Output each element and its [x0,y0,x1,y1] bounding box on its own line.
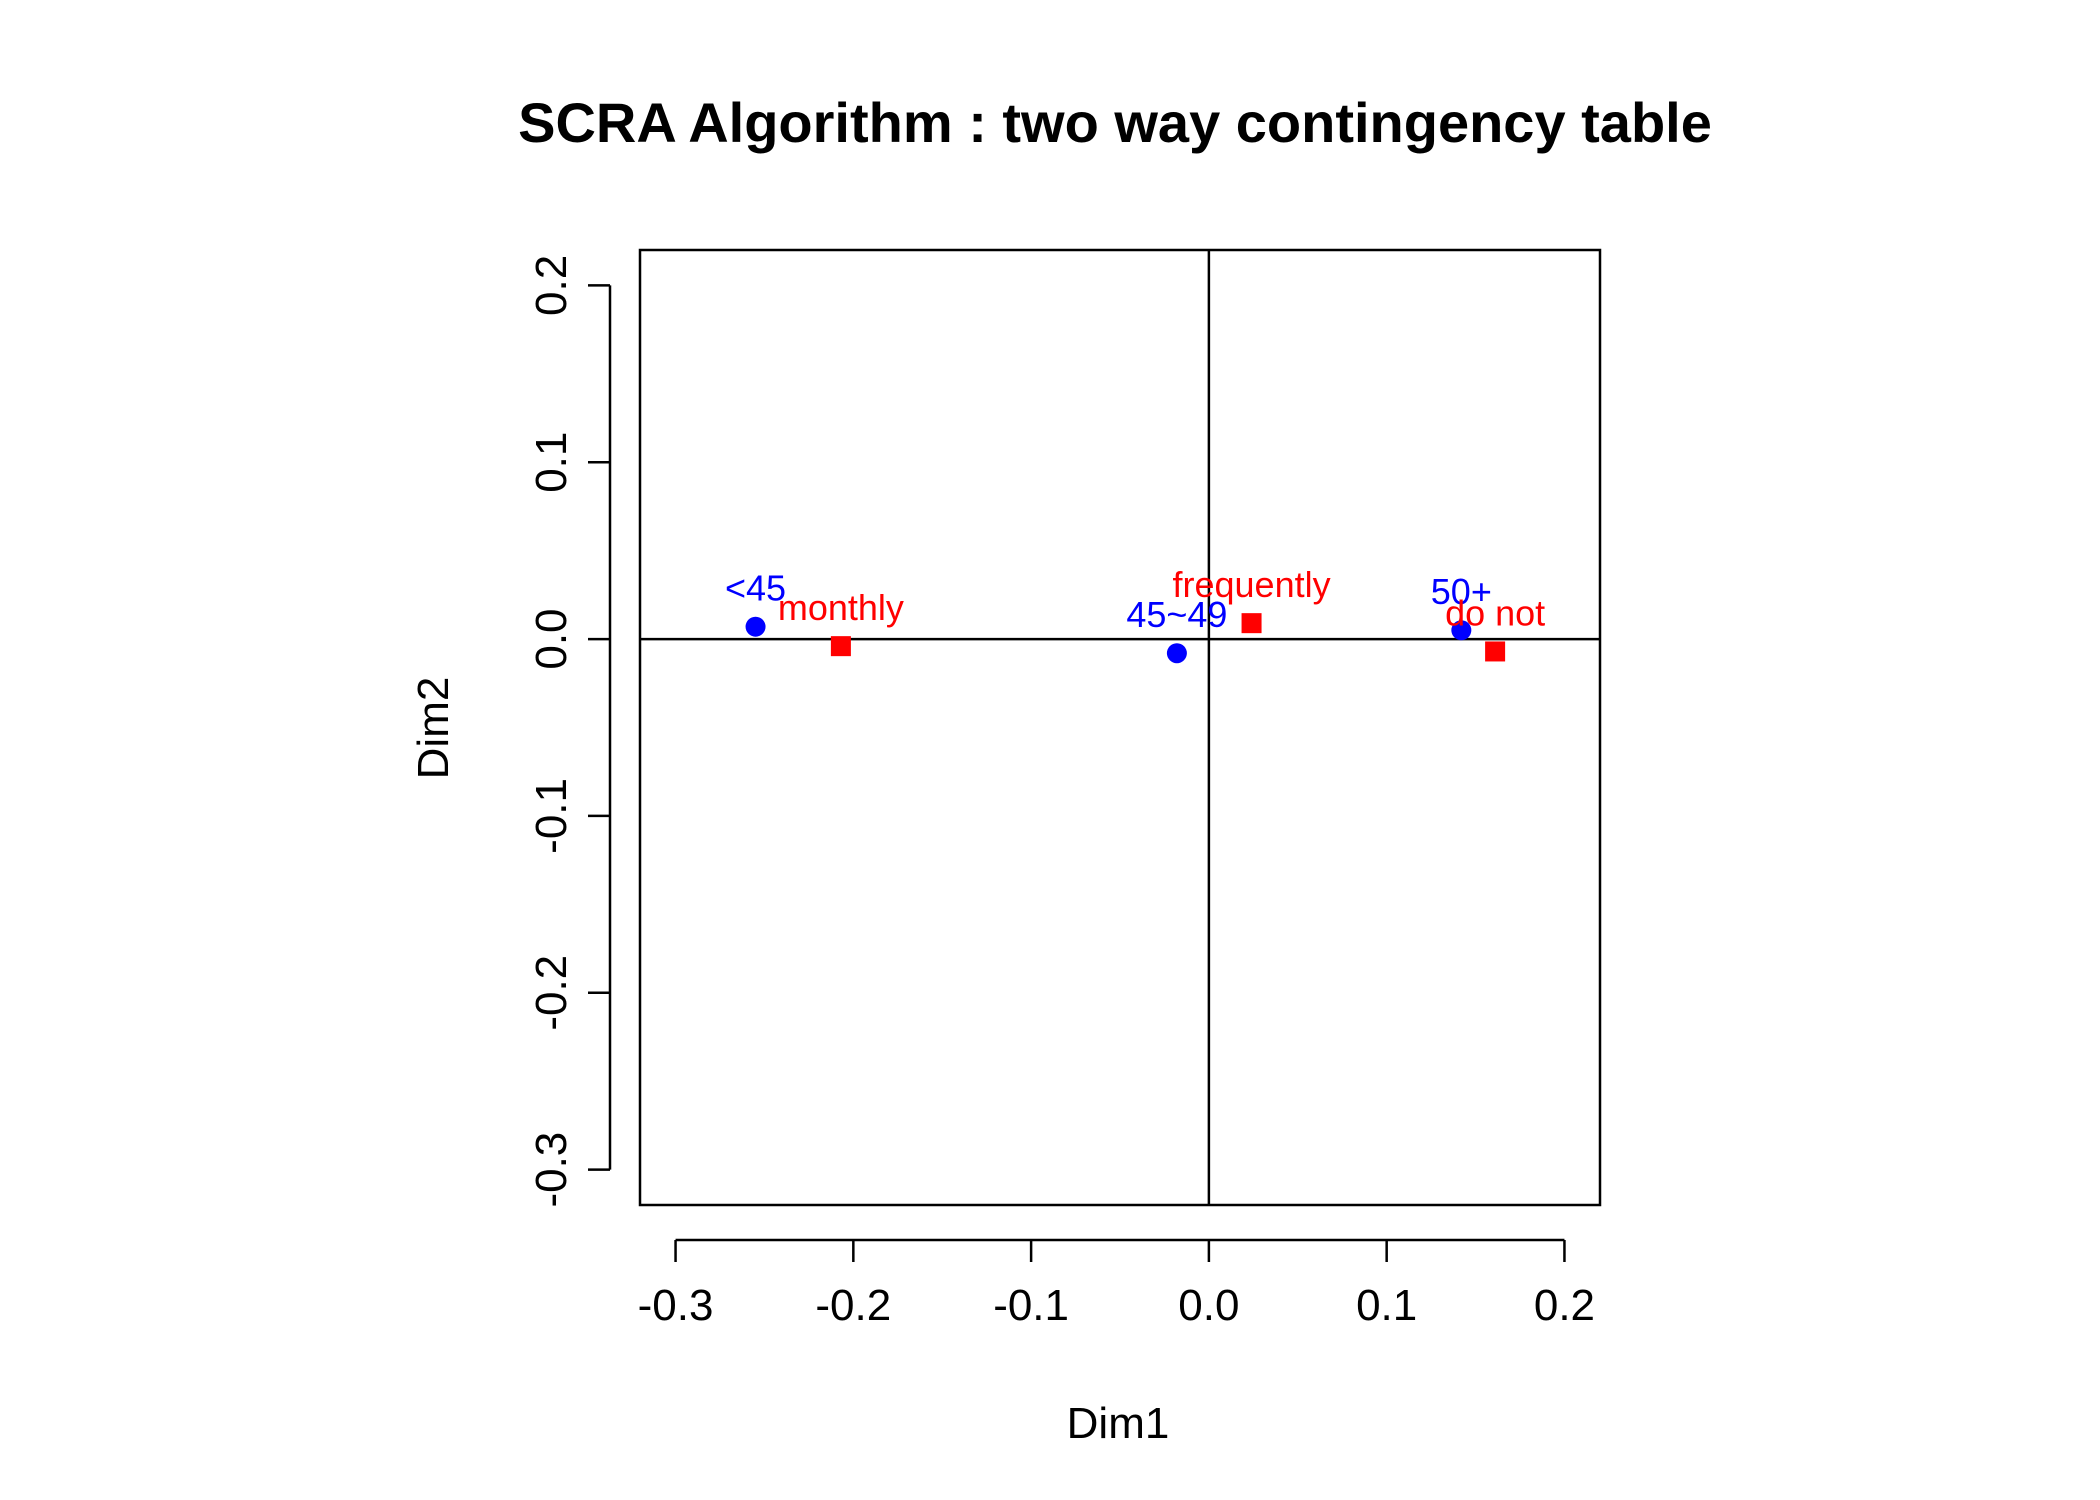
x-axis: -0.3 -0.2 -0.1 0.0 0.1 0.2 [638,1238,1595,1330]
point-label: <45 [725,568,786,609]
circle-point [1166,643,1187,664]
y-tick-label: 0.1 [527,432,576,493]
square-point [1485,641,1506,662]
point-label: 50+ [1431,571,1492,612]
y-tick-label: -0.3 [527,1132,576,1208]
y-tick-label: 0.0 [527,608,576,669]
point-label: monthly [778,587,904,628]
x-tick-label: 0.2 [1534,1281,1595,1330]
y-tick-label: -0.1 [527,778,576,854]
circle-point [1451,620,1472,641]
square-point [830,636,851,657]
plot-frame [638,248,1602,1207]
x-tick-label: 0.0 [1178,1281,1239,1330]
point-label: frequently [1173,564,1331,605]
point-label: 45~49 [1126,594,1227,635]
square-point [1241,613,1262,634]
x-tick-label: -0.2 [815,1281,891,1330]
x-tick-label: -0.3 [638,1281,714,1330]
x-tick-label: 0.1 [1356,1281,1417,1330]
y-tick-label: -0.2 [527,955,576,1031]
x-axis-label: Dim1 [1067,1399,1170,1448]
y-axis-label: Dim2 [409,677,458,780]
y-tick-label: 0.2 [527,255,576,316]
chart-title: SCRA Algorithm : two way contingency tab… [518,91,1712,154]
reference-lines [640,250,1600,1205]
circle-point [745,616,766,637]
y-axis: -0.3 -0.2 -0.1 0.0 0.1 0.2 [527,255,612,1208]
data-points: <45 45~49 50+ monthly frequently do not [725,564,1545,664]
x-tick-label: -0.1 [993,1281,1069,1330]
point-label: do not [1445,592,1545,633]
